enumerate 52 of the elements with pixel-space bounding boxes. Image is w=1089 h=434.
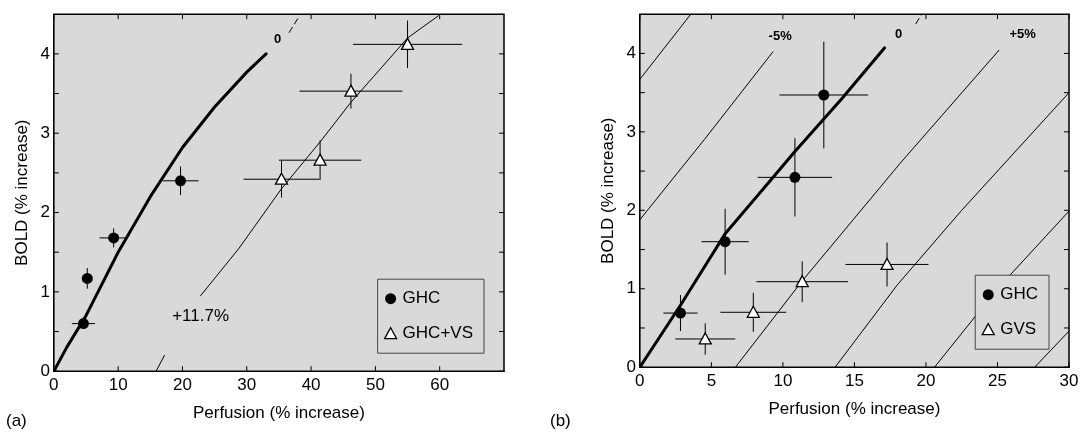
- point: [313, 153, 327, 166]
- legend-label: GVS: [1000, 319, 1037, 339]
- point: [81, 272, 93, 284]
- x-tick-label: 15: [844, 371, 864, 391]
- annotation: 0: [273, 31, 282, 47]
- x-tick-label: 60: [430, 375, 450, 395]
- point: [795, 275, 809, 288]
- x-tick-label: 50: [365, 375, 385, 395]
- point: [108, 232, 120, 244]
- y-axis-title: BOLD (% increase): [597, 117, 617, 264]
- x-tick-label: 10: [108, 375, 128, 395]
- annotation: -5%: [768, 27, 793, 43]
- x-axis-title: Perfusion (% increase): [768, 399, 941, 419]
- point: [789, 171, 801, 183]
- x-tick-label: 5: [706, 371, 717, 391]
- y-tick-label: 4: [40, 43, 50, 63]
- annotation: +5%: [1009, 26, 1037, 42]
- y-tick-label: 1: [626, 278, 636, 298]
- text: (a): [6, 411, 27, 431]
- x-tick-label: 30: [1059, 371, 1079, 391]
- x-tick-label: 40: [301, 375, 321, 395]
- y-axis-title: BOLD (% increase): [11, 119, 31, 266]
- legend-label: GHC+VS: [402, 323, 474, 343]
- y-tick-label: 4: [626, 43, 636, 63]
- x-tick-label: 20: [916, 371, 936, 391]
- y-tick-label: 3: [40, 122, 50, 142]
- point: [400, 37, 415, 50]
- point: [746, 305, 760, 318]
- point: [77, 318, 89, 330]
- point: [698, 332, 712, 345]
- annotation: +11.7%: [172, 305, 230, 325]
- point: [880, 257, 894, 271]
- y-tick-label: 2: [626, 200, 636, 219]
- x-tick-label: 10: [773, 371, 793, 391]
- text: (b): [550, 411, 571, 431]
- point: [719, 236, 731, 248]
- x-axis-title: Perfusion (% increase): [192, 403, 365, 423]
- x-tick-label: 20: [173, 375, 192, 395]
- point: [818, 89, 830, 101]
- point: [674, 307, 686, 319]
- legend-label: GHC: [1000, 284, 1038, 304]
- y-tick-label: 3: [626, 121, 636, 141]
- y-tick-label: 1: [40, 281, 50, 301]
- point: [274, 172, 289, 185]
- point: [175, 175, 187, 187]
- point: [344, 84, 358, 97]
- y-tick-label: 2: [40, 202, 50, 222]
- x-tick-label: 30: [237, 375, 257, 395]
- y-tick-label: 0: [626, 356, 636, 376]
- x-tick-label: 25: [988, 371, 1007, 391]
- annotation: 0: [895, 26, 903, 42]
- legend-label: GHC: [402, 288, 441, 308]
